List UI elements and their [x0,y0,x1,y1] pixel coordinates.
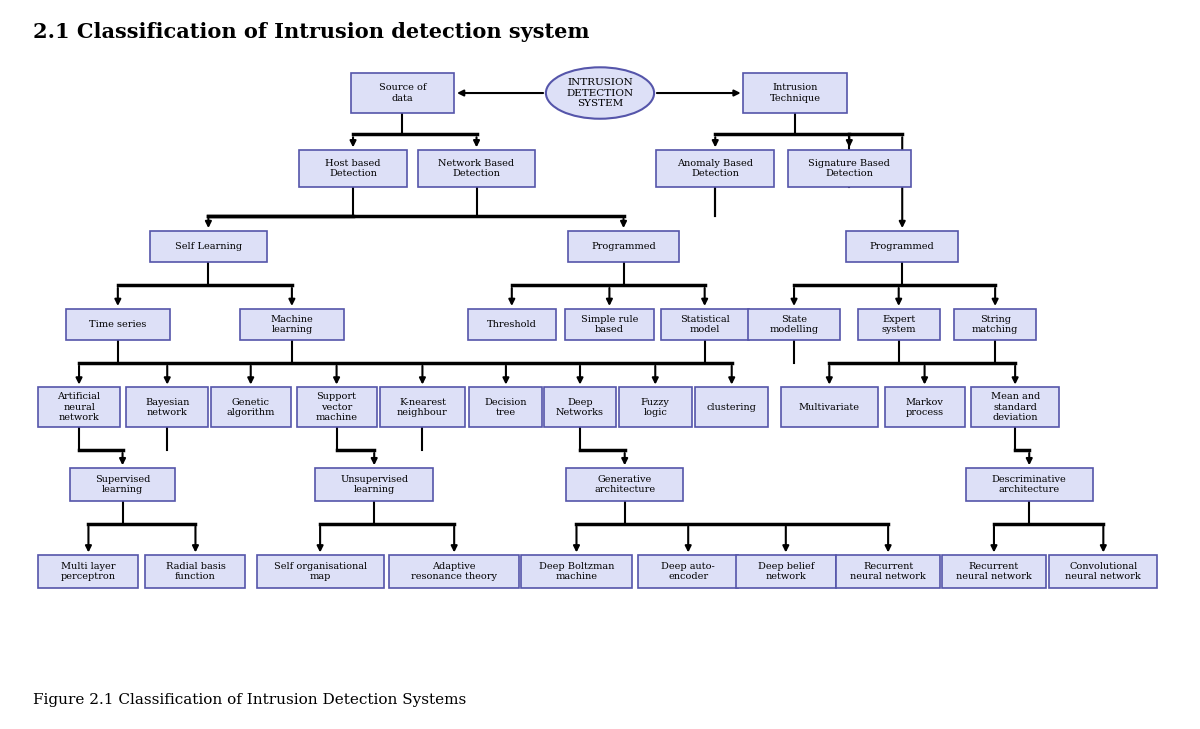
Bar [781,387,877,427]
Bar [70,468,175,501]
Text: 2.1 Classification of Intrusion detection system: 2.1 Classification of Intrusion detectio… [34,22,589,42]
Text: Source of
data: Source of data [379,83,426,103]
Bar [660,309,749,340]
Text: Convolutional
neural network: Convolutional neural network [1066,562,1141,582]
Text: Unsupervised
learning: Unsupervised learning [340,475,408,494]
Text: Genetic
algorithm: Genetic algorithm [227,397,275,417]
Bar [38,387,120,427]
Bar [544,387,617,427]
Text: Threshold: Threshold [487,320,536,329]
Bar [316,468,433,501]
Bar [566,468,684,501]
Bar [971,387,1060,427]
Text: Programmed: Programmed [592,242,656,251]
Bar [736,555,835,588]
Text: Radial basis
function: Radial basis function [166,562,226,582]
Text: Self Learning: Self Learning [175,242,242,251]
Bar [858,309,940,340]
Bar [468,309,556,340]
Text: Descriminative
architecture: Descriminative architecture [992,475,1067,494]
Text: Markov
process: Markov process [906,397,943,417]
Text: Self organisational
map: Self organisational map [274,562,367,582]
Bar [942,555,1045,588]
Text: Support
vector
machine: Support vector machine [316,392,358,422]
Text: Fuzzy
logic: Fuzzy logic [641,397,670,417]
Bar [656,150,774,187]
Text: Intrusion
Technique: Intrusion Technique [769,83,821,103]
Text: Machine
learning: Machine learning [270,315,313,334]
Bar [884,387,965,427]
Text: Statistical
model: Statistical model [679,315,730,334]
Text: Programmed: Programmed [870,242,935,251]
Bar [836,555,940,588]
Text: Multivariate: Multivariate [799,403,860,412]
Text: Recurrent
neural network: Recurrent neural network [956,562,1032,582]
Text: Multi layer
perceptron: Multi layer perceptron [61,562,116,582]
Text: Figure 2.1 Classification of Intrusion Detection Systems: Figure 2.1 Classification of Intrusion D… [34,693,467,707]
Text: Recurrent
neural network: Recurrent neural network [851,562,926,582]
Text: Time series: Time series [89,320,146,329]
Bar [748,309,840,340]
Bar [299,150,407,187]
Text: Deep auto-
encoder: Deep auto- encoder [661,562,715,582]
Text: Deep
Networks: Deep Networks [556,397,604,417]
Text: Deep Boltzman
machine: Deep Boltzman machine [539,562,614,582]
Bar [380,387,464,427]
Text: Host based
Detection: Host based Detection [325,159,380,179]
Text: Decision
tree: Decision tree [485,397,527,417]
Bar [568,231,679,262]
Bar [846,231,958,262]
Bar [954,309,1037,340]
Text: Anomaly Based
Detection: Anomaly Based Detection [677,159,754,179]
Bar [66,309,169,340]
Bar [418,150,535,187]
Bar [744,73,847,113]
Text: Artificial
neural
network: Artificial neural network [58,392,101,422]
Text: Network Based
Detection: Network Based Detection [438,159,515,179]
Text: String
matching: String matching [972,315,1019,334]
Bar [1049,555,1158,588]
Text: Mean and
standard
deviation: Mean and standard deviation [990,392,1039,422]
Bar [211,387,290,427]
Text: Generative
architecture: Generative architecture [594,475,655,494]
Text: Supervised
learning: Supervised learning [95,475,150,494]
Bar [787,150,911,187]
Text: clustering: clustering [707,403,757,412]
Bar [619,387,691,427]
Bar [38,555,138,588]
Bar [350,73,454,113]
Bar [521,555,632,588]
Bar [145,555,246,588]
Bar [966,468,1093,501]
Text: Deep belief
network: Deep belief network [757,562,814,582]
Text: Simple rule
based: Simple rule based [581,315,638,334]
Bar [296,387,377,427]
Bar [257,555,384,588]
Text: Signature Based
Detection: Signature Based Detection [809,159,890,179]
Bar [126,387,209,427]
Bar [240,309,343,340]
Bar [390,555,518,588]
Bar [695,387,768,427]
Bar [565,309,654,340]
Bar [150,231,268,262]
Text: INTRUSION
DETECTION
SYSTEM: INTRUSION DETECTION SYSTEM [566,78,634,108]
Ellipse shape [546,67,654,119]
Bar [638,555,738,588]
Text: Bayesian
network: Bayesian network [145,397,190,417]
Text: K-nearest
neighbour: K-nearest neighbour [397,397,448,417]
Text: Adaptive
resonance theory: Adaptive resonance theory [412,562,497,582]
Text: State
modelling: State modelling [769,315,818,334]
Text: Expert
system: Expert system [882,315,916,334]
Bar [469,387,542,427]
